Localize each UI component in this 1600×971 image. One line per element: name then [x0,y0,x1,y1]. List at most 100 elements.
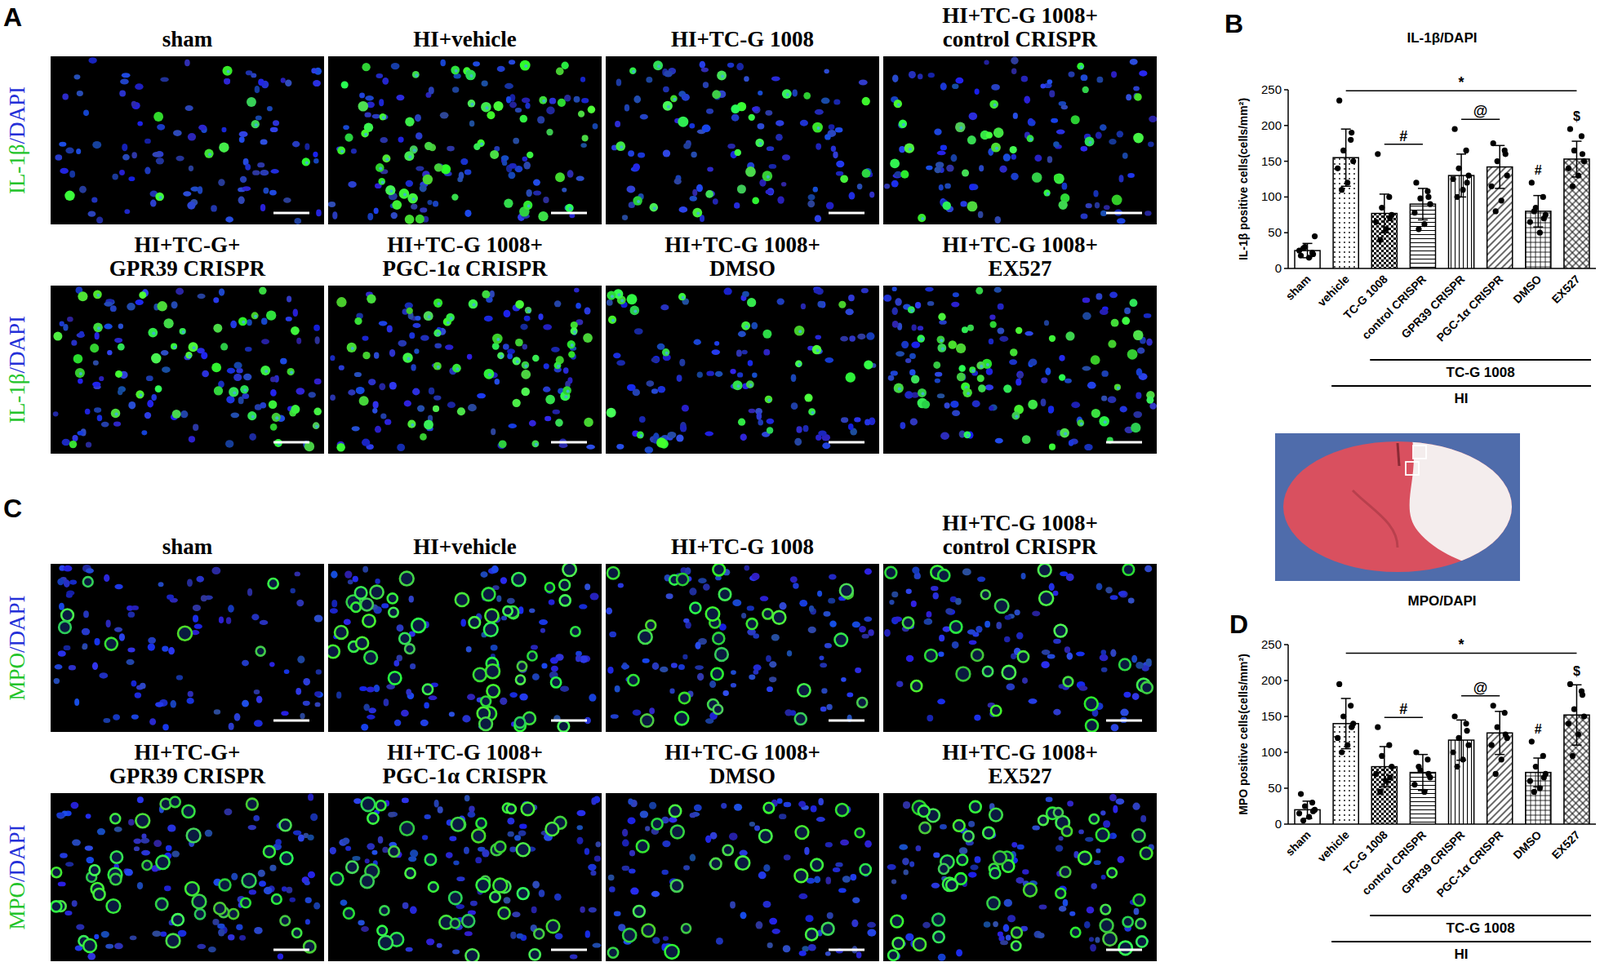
positive-cell [424,142,433,151]
nucleus [466,693,476,701]
nucleus [632,709,642,716]
figure: AIL-1β/DAPIIL-1β/DAPIshamHI+vehicleHI+TC… [0,0,1600,971]
positive-cell [251,120,260,129]
nucleus [742,350,748,356]
nucleus [1103,204,1111,210]
positive-cell [546,128,553,136]
positive-cell [271,413,281,423]
positive-cell [531,440,539,448]
nucleus [329,394,336,401]
nucleus [1013,609,1020,616]
nucleus [681,93,690,102]
nucleus [895,351,905,357]
nucleus [1095,293,1103,300]
positive-cell [907,306,916,314]
nucleus [103,324,113,330]
nucleus [445,852,454,859]
nucleus [1010,173,1018,181]
nucleus [114,337,123,343]
nucleus [766,146,774,152]
nucleus [821,688,827,694]
positive-cell [462,915,475,928]
nucleus [66,592,73,598]
nucleus [253,689,261,695]
positive-cell [955,122,966,134]
nucleus [464,168,472,175]
image-title: PGC-1α CRISPR [382,764,548,789]
nucleus [248,433,257,441]
nucleus [380,413,387,419]
nucleus [296,337,302,345]
nucleus [808,626,817,634]
nucleus [983,59,989,65]
nucleus [1144,210,1152,216]
positive-cell-core [910,309,914,313]
positive-cell-core [412,197,416,201]
positive-cell [1133,93,1142,101]
nucleus [501,155,510,161]
nucleus [736,350,743,358]
nucleus [347,389,356,396]
positive-cell [1027,400,1038,410]
positive-cell-core [470,102,474,107]
nucleus [702,81,709,89]
micrograph-content [328,59,598,225]
nucleus [614,120,621,128]
positive-cell-core [524,64,528,68]
positive-cell-core [745,324,749,329]
nucleus [140,838,150,845]
nucleus [284,80,292,87]
positive-cell [1090,355,1101,365]
positive-cell [555,172,565,183]
positive-cell [746,618,758,630]
nucleus [146,375,154,382]
nucleus [537,115,545,124]
nucleus [263,887,273,895]
positive-cell [523,200,533,210]
nucleus [706,370,715,376]
nucleus [694,642,701,650]
nucleus [59,853,68,859]
nucleus [940,145,947,152]
nucleus [1040,399,1047,407]
nucleus [460,158,468,165]
positive-cell [106,899,121,914]
nucleus [275,839,282,845]
nucleus [57,578,64,586]
nucleus [567,169,574,178]
nucleus [548,600,556,606]
nucleus [373,352,380,360]
nucleus [730,683,737,689]
positive-cell [111,851,123,863]
nucleus [729,368,736,374]
nucleus [54,664,63,671]
positive-cell [967,200,978,212]
positive-cell [1111,195,1123,206]
positive-cell [564,204,574,213]
positive-cell [1026,134,1035,143]
nucleus [549,97,556,105]
nucleus [307,793,314,801]
nucleus [977,577,986,583]
nucleus [192,423,199,432]
nucleus [180,410,188,418]
nucleus [162,724,169,731]
nucleus [995,622,1002,630]
nucleus [496,595,502,603]
positive-cell [862,97,871,106]
positive-cell [1011,412,1020,421]
nucleus [781,182,787,187]
nucleus [376,73,384,79]
nucleus [315,702,321,708]
positive-cell [678,293,686,301]
nucleus [693,339,702,346]
nucleus [933,592,939,600]
nucleus [328,201,336,208]
nucleus [242,186,252,192]
nucleus [351,148,357,155]
positive-cell [527,651,537,661]
positive-cell-core [437,302,441,306]
nucleus [64,911,72,916]
positive-cell-core [264,369,268,374]
nucleus [160,931,167,938]
